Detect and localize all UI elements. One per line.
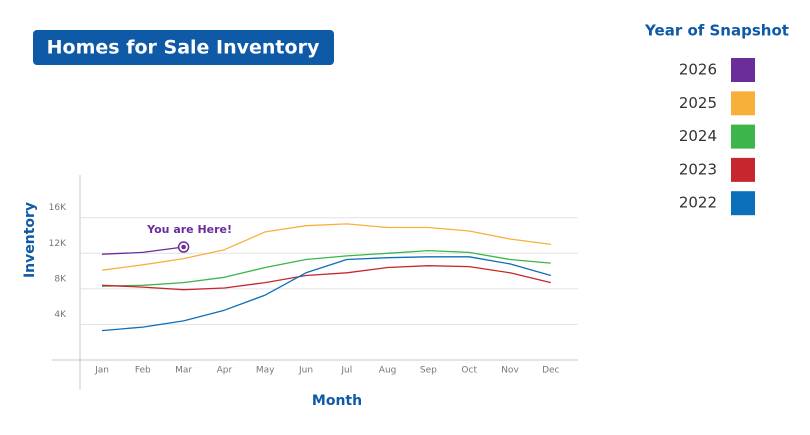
x-axis-label: Month (312, 393, 362, 409)
y-tick-label: 16K (49, 203, 67, 213)
legend-label: 2024 (679, 127, 717, 145)
annotation: You are Here! (146, 223, 232, 236)
series-line (101, 223, 551, 271)
legend-label: 2025 (679, 94, 717, 112)
series-line (101, 246, 184, 255)
y-axis-label: Inventory (22, 202, 38, 278)
legend-label: 2023 (679, 160, 717, 178)
legend-swatch (731, 58, 755, 82)
title-box (33, 30, 334, 65)
chart-title: Homes for Sale Inventory (47, 37, 320, 59)
x-tick-label: Apr (217, 366, 233, 376)
y-tick-label: 8K (54, 274, 67, 284)
x-tick-label: May (256, 366, 275, 376)
x-tick-label: Dec (542, 366, 559, 376)
series-line (101, 256, 551, 332)
x-tick-label: Jul (340, 366, 352, 376)
x-tick-label: Jan (94, 366, 109, 376)
legend-label: 2026 (679, 61, 717, 79)
x-tick-label: Jun (298, 366, 313, 376)
current-marker-dot (181, 244, 186, 250)
x-tick-label: Sep (420, 366, 437, 376)
x-tick-label: Feb (135, 366, 151, 376)
legend-swatch (731, 91, 755, 116)
x-tick-label: Aug (379, 366, 397, 376)
series-line (101, 265, 551, 291)
legend-label: 2022 (679, 194, 717, 212)
series-line (101, 249, 551, 287)
y-tick-label: 4K (54, 310, 67, 320)
legend-swatch (731, 124, 755, 149)
legend-title: Year of Snapshot (644, 22, 789, 40)
x-tick-label: Nov (501, 366, 519, 376)
y-tick-label: 12K (49, 239, 67, 249)
x-tick-label: Mar (175, 366, 192, 376)
legend-swatch (731, 191, 755, 216)
x-tick-label: Oct (461, 366, 477, 376)
legend-swatch (731, 157, 755, 182)
